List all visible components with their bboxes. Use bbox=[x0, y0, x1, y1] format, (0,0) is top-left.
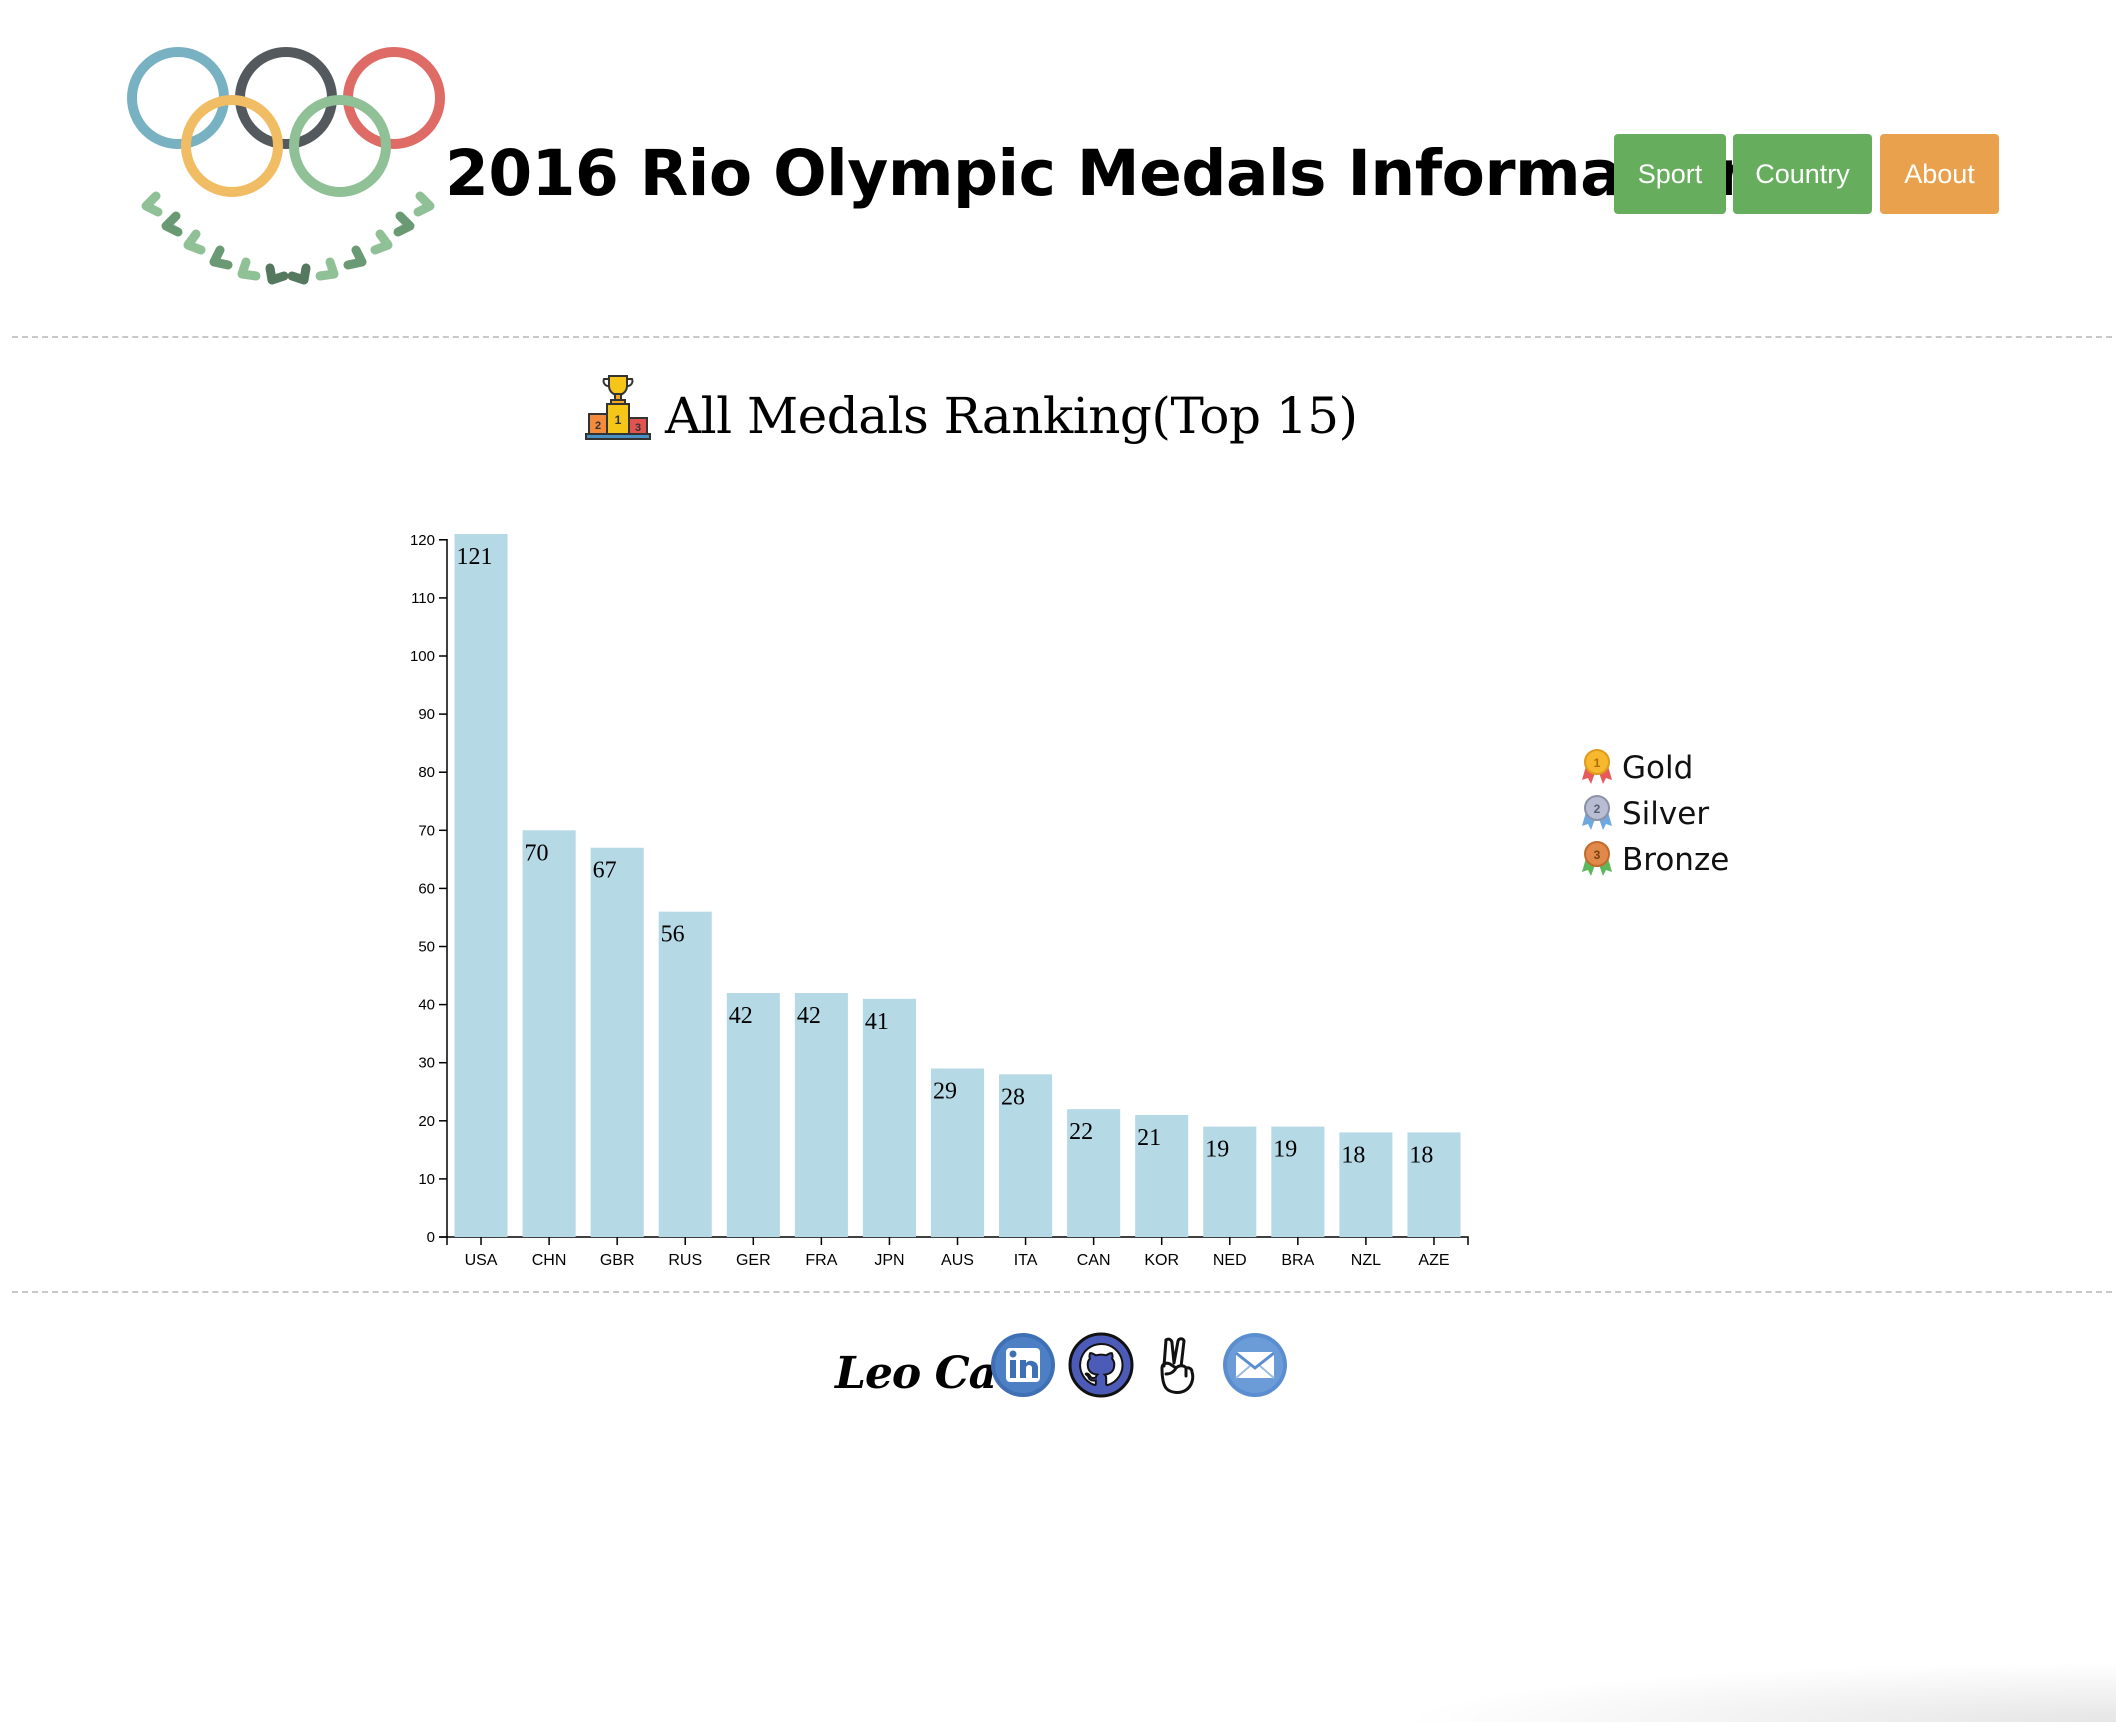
value-label: 67 bbox=[593, 858, 617, 884]
bar-aze bbox=[1407, 1132, 1461, 1237]
footer: Leo Cao bbox=[0, 1300, 2116, 1450]
value-label: 28 bbox=[1001, 1084, 1025, 1110]
y-tick-label: 0 bbox=[427, 1229, 435, 1246]
nav-about-button[interactable]: About bbox=[1880, 134, 1999, 214]
y-tick-label: 60 bbox=[418, 880, 435, 897]
y-tick-label: 80 bbox=[418, 764, 435, 781]
chart-title: All Medals Ranking(Top 15) bbox=[665, 387, 1358, 445]
x-tick-label: CHN bbox=[532, 1252, 567, 1269]
x-tick-label: RUS bbox=[668, 1252, 702, 1269]
value-label: 22 bbox=[1069, 1119, 1093, 1145]
bar-chn bbox=[522, 830, 576, 1237]
nav-sport-button[interactable]: Sport bbox=[1614, 134, 1726, 214]
x-tick-label: ITA bbox=[1014, 1252, 1038, 1269]
legend-label: Silver bbox=[1622, 796, 1710, 832]
value-label: 42 bbox=[797, 1003, 821, 1029]
value-label: 18 bbox=[1409, 1142, 1433, 1168]
x-tick-label: AUS bbox=[941, 1252, 974, 1269]
x-axis-line bbox=[446, 1236, 1469, 1245]
y-tick-label: 30 bbox=[418, 1055, 435, 1072]
svg-text:3: 3 bbox=[1594, 848, 1601, 862]
bar-gbr bbox=[590, 847, 644, 1237]
x-tick-label: GBR bbox=[600, 1252, 635, 1269]
value-label: 70 bbox=[525, 840, 549, 866]
y-tick-label: 50 bbox=[418, 939, 435, 956]
x-tick-label: NED bbox=[1213, 1252, 1247, 1269]
legend-item-bronze: 3 Bronze bbox=[1580, 837, 1820, 883]
bar-usa bbox=[454, 534, 508, 1237]
x-axis: USA CHN GBR RUS GER FRA JPN AUS ITA CAN KOR NED BRA N… bbox=[446, 1236, 1469, 1269]
page-title: 2016 Rio Olympic Medals Information bbox=[445, 137, 1761, 210]
bar-kor bbox=[1135, 1114, 1189, 1237]
email-icon[interactable] bbox=[1222, 1332, 1288, 1398]
legend-item-gold: 1 Gold bbox=[1580, 745, 1820, 791]
bar-bra bbox=[1271, 1126, 1325, 1237]
x-tick-label: USA bbox=[465, 1252, 498, 1269]
header: 2016 Rio Olympic Medals Information Spor… bbox=[0, 0, 2116, 335]
value-label: 42 bbox=[729, 1003, 753, 1029]
bar-fra bbox=[794, 992, 848, 1237]
bars bbox=[454, 534, 1461, 1237]
value-label: 18 bbox=[1341, 1142, 1365, 1168]
x-tick-label: BRA bbox=[1281, 1252, 1314, 1269]
y-axis: 0 10 20 30 40 50 60 70 80 90 100 110 120 bbox=[410, 532, 448, 1246]
bar-ned bbox=[1203, 1126, 1257, 1237]
bar-ita bbox=[999, 1074, 1053, 1237]
x-tick-label: NZL bbox=[1351, 1252, 1381, 1269]
value-label: 121 bbox=[456, 544, 492, 570]
value-label: 21 bbox=[1137, 1125, 1161, 1151]
svg-text:2: 2 bbox=[1594, 802, 1601, 816]
github-icon[interactable] bbox=[1068, 1332, 1134, 1398]
y-tick-label: 10 bbox=[418, 1171, 435, 1188]
bar-jpn bbox=[862, 998, 916, 1237]
svg-text:1: 1 bbox=[1594, 756, 1601, 770]
value-labels: 121 70 67 56 42 42 41 29 28 22 21 19 19 18 18 bbox=[456, 544, 1433, 1168]
y-tick-label: 40 bbox=[418, 997, 435, 1014]
value-label: 19 bbox=[1273, 1137, 1297, 1163]
bar-rus bbox=[658, 911, 712, 1237]
bar-nzl bbox=[1339, 1132, 1393, 1237]
y-tick-label: 70 bbox=[418, 822, 435, 839]
svg-text:1: 1 bbox=[615, 413, 622, 427]
bar-aus bbox=[930, 1068, 985, 1237]
value-label: 29 bbox=[933, 1079, 957, 1105]
y-tick-label: 20 bbox=[418, 1113, 435, 1130]
value-label: 19 bbox=[1205, 1137, 1229, 1163]
svg-text:3: 3 bbox=[635, 422, 641, 434]
silver-medal-icon: 2 bbox=[1582, 795, 1612, 830]
bar-ger bbox=[726, 992, 780, 1237]
podium-trophy-icon: 1 2 3 bbox=[585, 375, 651, 440]
y-axis-line bbox=[439, 539, 448, 1238]
x-tick-label: KOR bbox=[1144, 1252, 1179, 1269]
legend-label: Bronze bbox=[1622, 842, 1730, 878]
x-tick-label: CAN bbox=[1077, 1252, 1111, 1269]
legend-label: Gold bbox=[1622, 750, 1694, 786]
x-tick-label: AZE bbox=[1418, 1252, 1449, 1269]
olympic-rings-logo bbox=[127, 47, 445, 285]
nav-country-button[interactable]: Country bbox=[1733, 134, 1872, 214]
value-label: 56 bbox=[661, 922, 685, 948]
bronze-medal-icon: 3 bbox=[1582, 841, 1612, 876]
linkedin-icon[interactable] bbox=[990, 1332, 1056, 1398]
medal-legend: 1 Gold 2 Silver 3 Bronze bbox=[1580, 745, 1820, 883]
peace-hand-icon[interactable] bbox=[1144, 1332, 1210, 1398]
x-tick-label: FRA bbox=[805, 1252, 837, 1269]
window-corner-shadow bbox=[1396, 1662, 2116, 1722]
bar-can bbox=[1067, 1109, 1121, 1237]
y-tick-label: 110 bbox=[411, 590, 435, 607]
footer-divider bbox=[12, 1291, 2112, 1293]
x-tick-label: GER bbox=[736, 1252, 771, 1269]
y-tick-label: 120 bbox=[410, 532, 435, 549]
y-tick-label: 90 bbox=[418, 706, 435, 723]
gold-medal-icon: 1 bbox=[1582, 749, 1612, 784]
value-label: 41 bbox=[865, 1009, 889, 1035]
svg-text:2: 2 bbox=[595, 420, 601, 432]
header-divider bbox=[12, 336, 2112, 338]
legend-item-silver: 2 Silver bbox=[1580, 791, 1820, 837]
x-tick-label: JPN bbox=[874, 1252, 904, 1269]
y-tick-label: 100 bbox=[410, 648, 435, 665]
